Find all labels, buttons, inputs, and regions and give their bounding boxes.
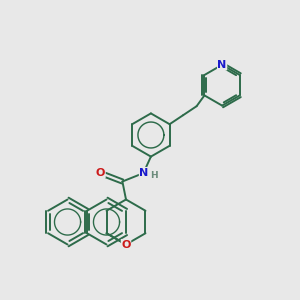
Text: O: O [121, 239, 131, 250]
Text: N: N [218, 60, 227, 70]
Text: N: N [140, 167, 148, 178]
Text: H: H [150, 171, 158, 180]
Text: O: O [96, 167, 105, 178]
